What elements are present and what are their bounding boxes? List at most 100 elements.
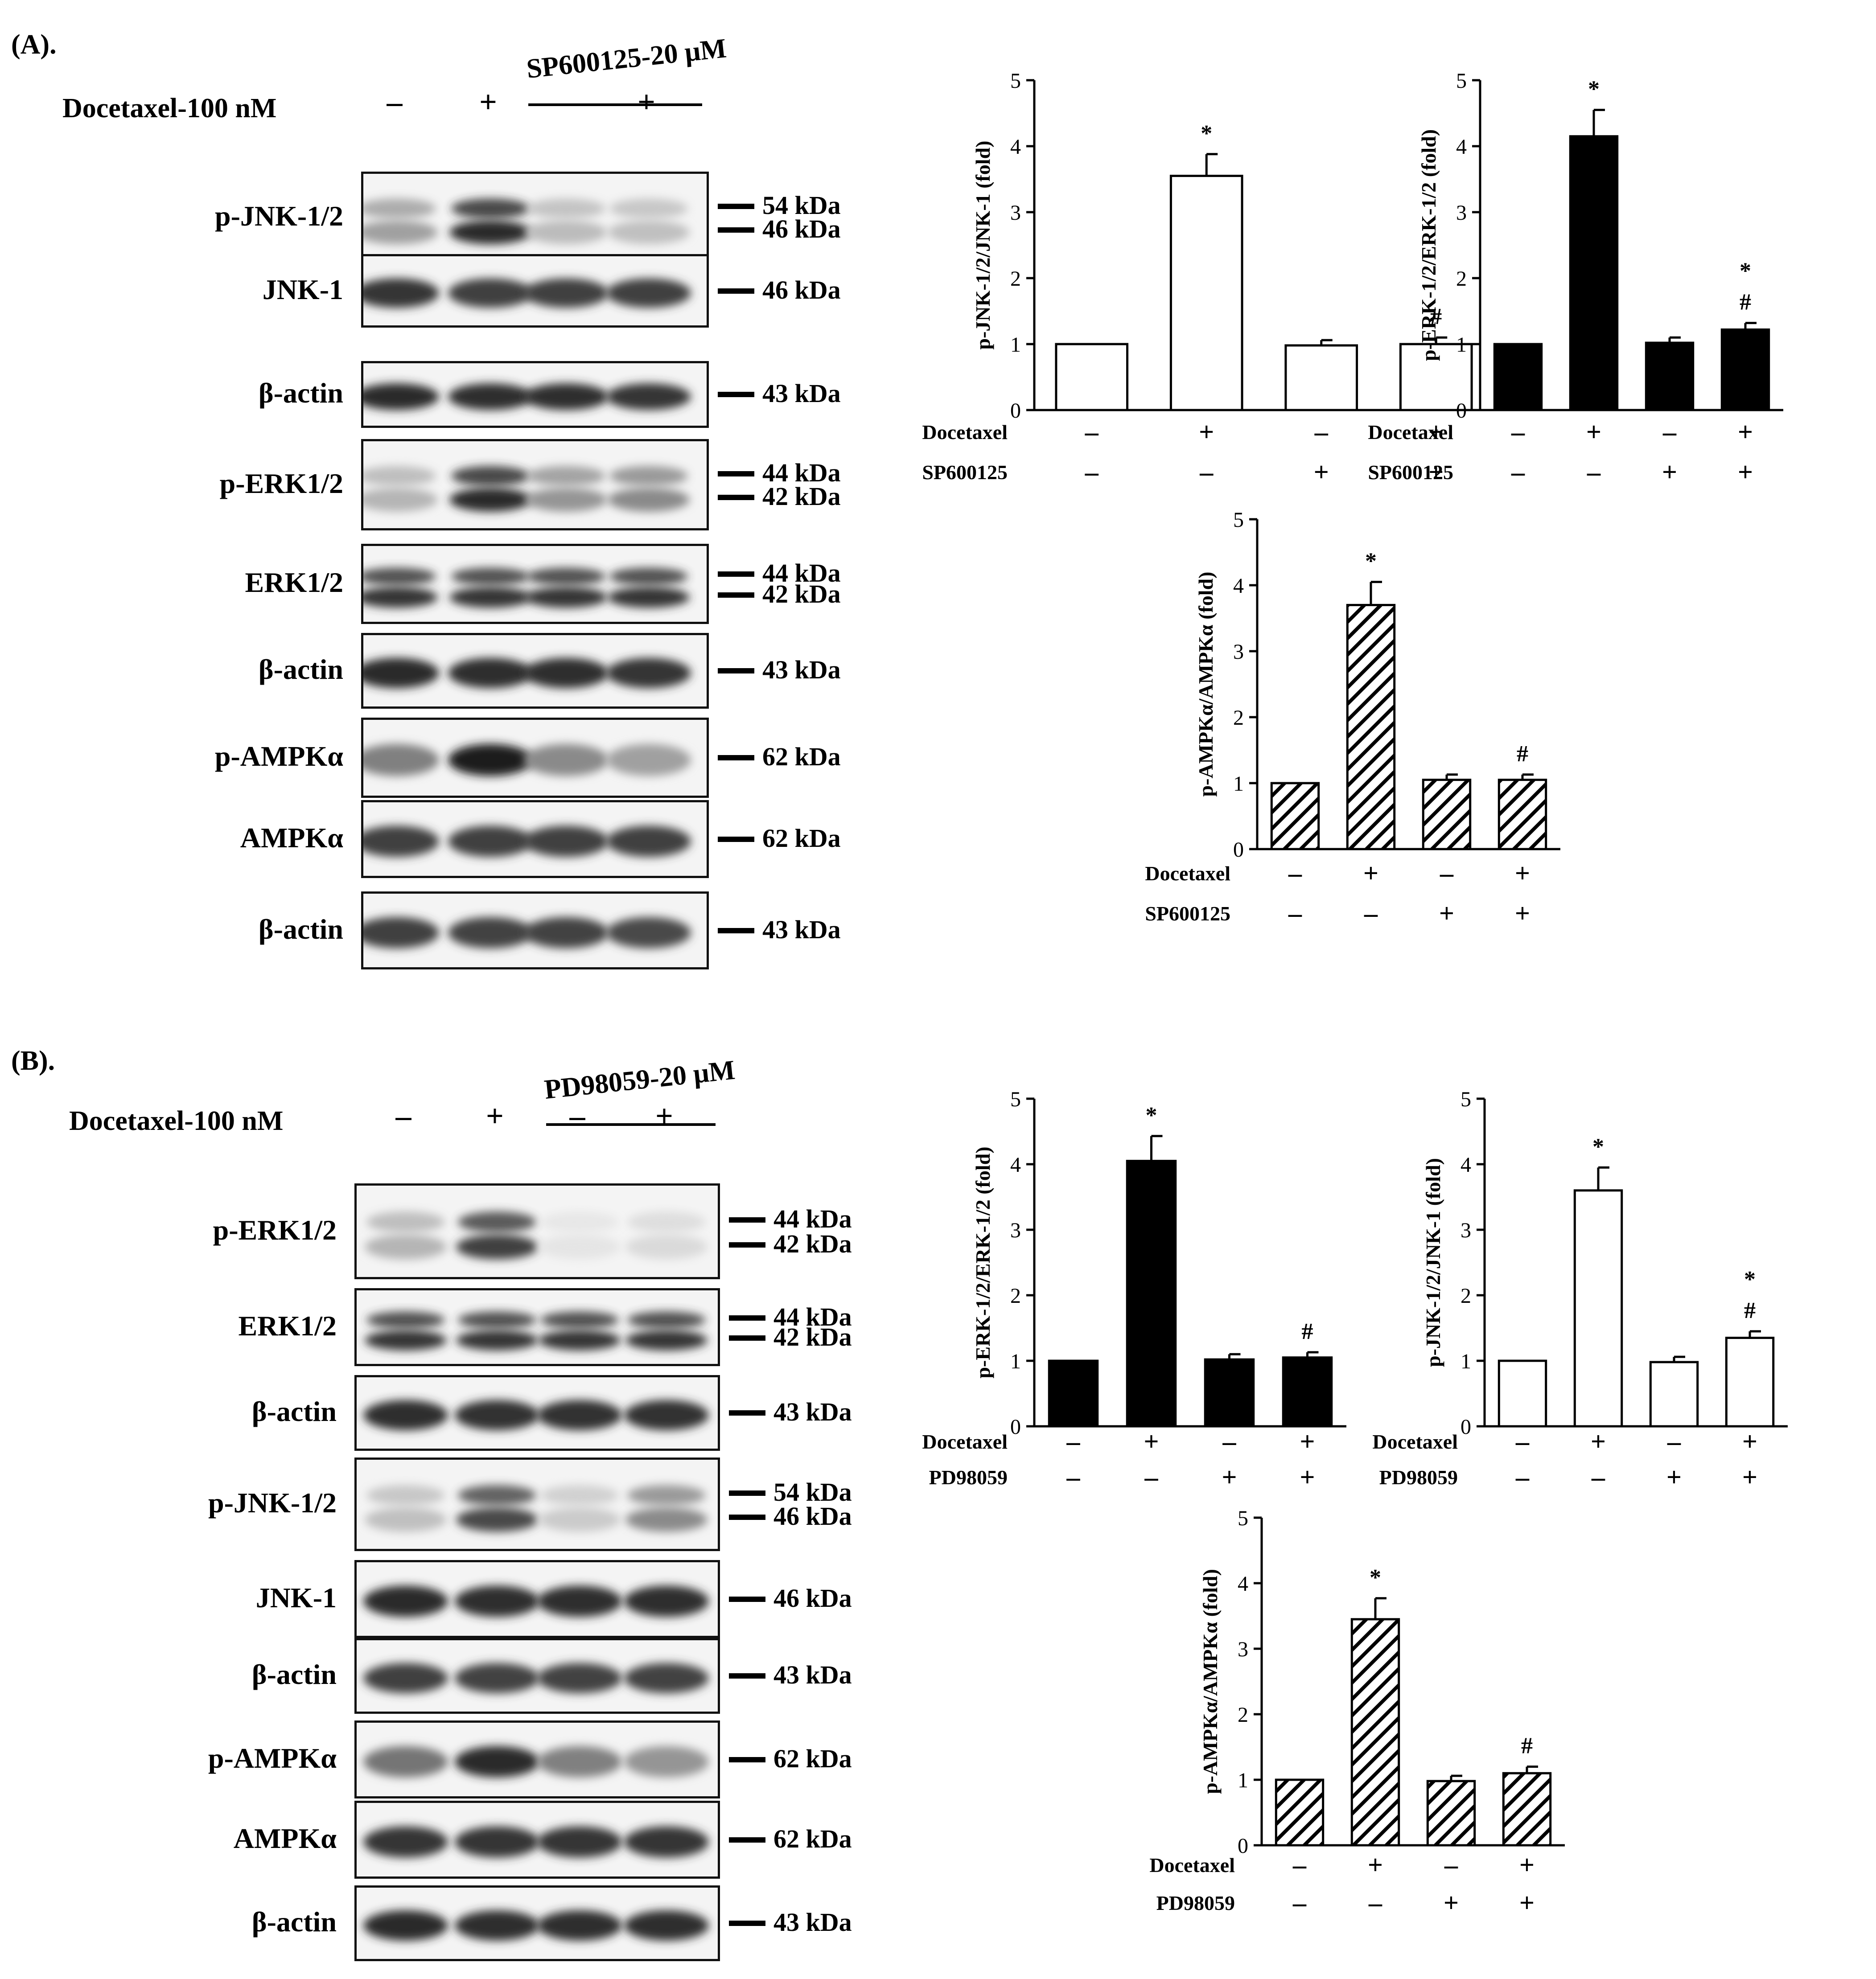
band	[363, 658, 439, 688]
band	[455, 1746, 539, 1778]
band	[448, 744, 533, 776]
band	[606, 744, 691, 776]
band	[537, 1746, 622, 1778]
treatment-row-sign: –	[1199, 457, 1214, 487]
bar	[1498, 1359, 1547, 1428]
band-upper	[366, 1485, 445, 1506]
blot-p-jnk-1-2	[361, 172, 709, 263]
band-lower	[456, 1330, 538, 1351]
blot-image	[363, 825, 691, 857]
significance-mark: *	[1370, 1565, 1381, 1590]
blot-image	[363, 744, 691, 776]
treatment-row-sign: +	[1586, 417, 1601, 447]
treatment-row-sign: –	[1587, 457, 1601, 487]
y-tick-label: 2	[1233, 706, 1244, 730]
band-lower	[525, 488, 607, 512]
kda-label: 43 kDa	[762, 655, 841, 684]
band	[624, 1826, 709, 1858]
kda-label: 44 kDa	[773, 1302, 852, 1331]
band	[606, 825, 691, 857]
kda-marker	[718, 203, 754, 209]
significance-mark: *	[1592, 1134, 1604, 1159]
treatment-row-sign: +	[1439, 899, 1454, 928]
y-tick-label: 5	[1010, 1088, 1021, 1111]
band	[624, 1746, 709, 1778]
blot-image	[363, 658, 691, 688]
y-tick-label: 1	[1460, 1350, 1471, 1373]
band-lower	[363, 587, 438, 608]
protein-label: p-AMPKα	[214, 740, 343, 772]
band-upper	[627, 1311, 706, 1329]
protein-label: ERK1/2	[238, 1310, 337, 1342]
bar	[1282, 1356, 1333, 1428]
bar	[1493, 343, 1543, 411]
band-upper	[451, 198, 530, 219]
blot-p-jnk-1-2	[354, 1458, 720, 1551]
y-tick-label: 1	[1233, 772, 1244, 796]
kda-label: 43 kDa	[773, 1397, 852, 1426]
kda-marker	[729, 1315, 765, 1321]
inhibitor-bracket-line	[528, 103, 702, 106]
band-lower	[456, 1234, 538, 1260]
blot-image	[365, 1311, 708, 1351]
significance-mark: #	[1740, 290, 1751, 315]
band-lower	[365, 1330, 447, 1351]
treatment-row-label: PD98059	[1156, 1892, 1235, 1914]
treatment-row-label: PD98059	[929, 1466, 1008, 1489]
treatment-sign: –	[569, 1099, 585, 1133]
treatment-row-sign: +	[1368, 1850, 1383, 1880]
kda-marker	[718, 668, 754, 673]
kda-label: 42 kDa	[773, 1229, 852, 1258]
bar	[1725, 1337, 1775, 1428]
band-lower	[608, 488, 690, 512]
treatment-row-sign: +	[1428, 417, 1444, 447]
band-lower	[365, 1507, 447, 1532]
treatment-row-sign: –	[1066, 1427, 1081, 1456]
blot-image	[363, 198, 690, 244]
band	[448, 658, 533, 688]
treatment-row-sign: –	[1511, 457, 1525, 487]
band	[524, 744, 609, 776]
bar	[1645, 341, 1695, 411]
kda-label: 62 kDa	[762, 742, 841, 771]
bar	[1573, 1189, 1623, 1428]
y-tick-label: 0	[1010, 399, 1021, 423]
protein-label: p-JNK-1/2	[215, 200, 343, 232]
bar-chart-2: 0 1 2 3 4 5 p-ERK-1/2/ERK-1/2 (fold) * * # Docetax…	[1368, 69, 1783, 487]
blot-image	[363, 1585, 709, 1617]
treatment-row-sign: +	[1515, 899, 1530, 928]
y-tick-label: 1	[1456, 333, 1467, 357]
y-tick-label: 2	[1010, 1284, 1021, 1308]
treatment-row-sign: +	[1519, 1888, 1535, 1917]
y-tick-label: 3	[1233, 640, 1244, 664]
band-upper	[366, 1211, 445, 1233]
y-tick-label: 2	[1010, 267, 1021, 291]
bar-chart-4: 0 1 2 3 4 5 p-ERK-1/2/ERK-1/2 (fold) * # Docetaxe…	[922, 1088, 1346, 1492]
bar	[1422, 779, 1472, 850]
kda-label: 44 kDa	[762, 558, 841, 588]
protein-label: p-ERK1/2	[219, 467, 343, 499]
kda-marker	[718, 227, 754, 233]
bar-chart-6: 0 1 2 3 4 5 p-AMPKα/AMPKα (fold) * # Docetaxel – + –…	[1149, 1507, 1565, 1917]
treatment-row-sign: –	[1288, 858, 1302, 888]
band	[524, 825, 609, 857]
treatment-row-sign: –	[1292, 1850, 1307, 1880]
band-upper	[527, 466, 605, 486]
kda-marker	[729, 1757, 765, 1762]
band-upper	[540, 1485, 619, 1506]
band	[363, 744, 439, 776]
kda-label: 46 kDa	[773, 1583, 852, 1613]
band-lower	[608, 587, 690, 608]
treatment-row-sign: +	[1300, 1427, 1315, 1456]
kda-label: 42 kDa	[762, 482, 841, 511]
band-lower	[539, 1330, 621, 1351]
kda-label: 54 kDa	[762, 190, 841, 220]
y-axis-label: p-AMPKα/AMPKα (fold)	[1194, 572, 1217, 797]
band	[363, 1826, 448, 1858]
band-lower	[625, 1507, 708, 1532]
treatment-row-sign: +	[1742, 1462, 1757, 1492]
treatment-sign: –	[556, 85, 572, 119]
band	[363, 1910, 448, 1941]
y-tick-label: 3	[1010, 1219, 1021, 1242]
treatment-row-sign: +	[1314, 457, 1329, 487]
